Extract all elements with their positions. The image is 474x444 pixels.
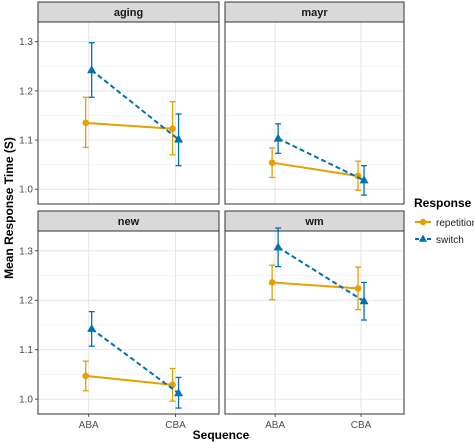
panel-background <box>225 22 404 204</box>
x-tick-label: ABA <box>79 420 99 431</box>
panel-background <box>38 22 219 204</box>
data-point-repetition <box>354 285 362 292</box>
y-tick-label: 1.0 <box>19 185 33 196</box>
data-point-switch <box>87 323 97 332</box>
x-tick-label: CBA <box>165 420 186 431</box>
data-point-repetition <box>169 125 176 133</box>
series-line-repetition <box>85 121 173 130</box>
series-line-repetition <box>85 374 173 386</box>
y-tick-label: 1.1 <box>19 136 33 147</box>
legend-label: switch <box>436 235 464 246</box>
panel-background <box>225 231 404 414</box>
facet-strip-label: wm <box>304 216 324 228</box>
facet-strip-label: mayr <box>301 7 328 19</box>
data-point-switch <box>359 175 369 184</box>
facet-panel-wm: wm ABA CBA <box>224 210 405 431</box>
facet-strip-label: new <box>118 216 140 228</box>
data-point-repetition <box>82 119 89 127</box>
data-point-repetition <box>268 279 276 286</box>
legend-item-switch: switch <box>415 234 464 246</box>
y-axis-title: Mean Response Time (S) <box>2 137 16 279</box>
legend-title: Response <box>414 196 472 210</box>
y-tick-label: 1.1 <box>19 345 33 356</box>
x-axis-title: Sequence <box>193 428 250 442</box>
data-point-repetition <box>268 159 276 166</box>
panel-border <box>37 230 220 415</box>
legend: Response repetition switch <box>414 196 474 246</box>
legend-key-triangle <box>418 234 428 242</box>
panel-border <box>224 21 405 205</box>
series-line-switch <box>277 246 365 303</box>
facet-strip-label: aging <box>114 7 143 19</box>
facet-panel-new: new 1.0 1.1 1.2 1.3 ABA CBA <box>19 210 220 431</box>
data-point-switch <box>359 296 369 305</box>
data-point-switch <box>273 242 283 251</box>
series-line-switch <box>91 328 180 395</box>
data-point-repetition <box>82 372 89 380</box>
y-tick-label: 1.2 <box>19 296 33 307</box>
series-line-switch <box>91 69 180 141</box>
panel-background <box>38 231 219 414</box>
series-line-repetition <box>271 161 359 177</box>
x-tick-label: ABA <box>265 420 285 431</box>
facet-panel-mayr: mayr <box>224 1 405 205</box>
y-tick-label: 1.0 <box>19 395 33 406</box>
data-point-switch <box>174 134 184 143</box>
legend-label: repetition <box>436 218 474 229</box>
y-tick-label: 1.2 <box>19 86 33 97</box>
panel-border <box>224 230 405 415</box>
y-tick-label: 1.3 <box>19 37 33 48</box>
legend-item-repetition: repetition <box>415 218 474 229</box>
data-point-switch <box>273 133 283 142</box>
panel-border <box>37 21 220 205</box>
data-point-switch <box>87 65 97 74</box>
legend-key-circle <box>419 218 427 226</box>
x-tick-label: CBA <box>351 420 372 431</box>
y-tick-label: 1.3 <box>19 246 33 257</box>
facet-panel-aging: aging 1.0 1.1 1.2 1.3 <box>19 1 220 205</box>
data-point-switch <box>174 388 184 397</box>
